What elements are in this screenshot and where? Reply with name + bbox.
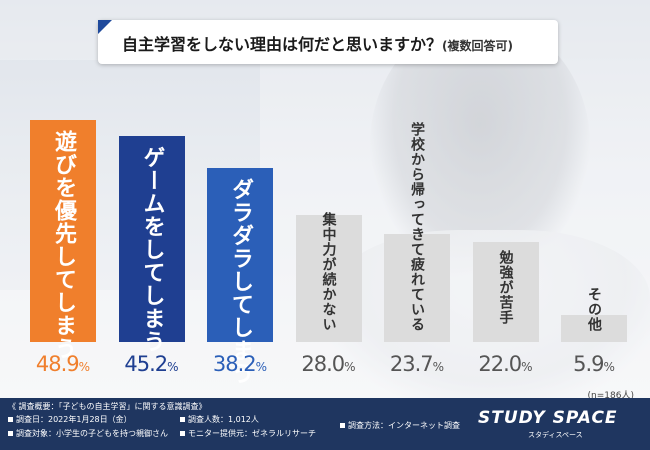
title-note: (複数回答可): [442, 39, 513, 53]
title-main: 自主学習をしない理由は何だと思いますか？: [122, 35, 443, 54]
value-unit: %: [167, 360, 179, 374]
footer: [0, 398, 650, 450]
value-label-1: 48.9%: [18, 352, 108, 376]
bar-label-1: 遊びを優先してしまう: [51, 129, 76, 360]
bar-1: [30, 119, 96, 342]
bar-5: [384, 234, 450, 342]
footer-count-text: 調査人数：1,012人: [188, 415, 259, 424]
bar-label-5: 学校から帰ってきて疲れている: [409, 122, 425, 332]
footer-count: 調査人数：1,012人: [180, 414, 259, 425]
value-number: 23.7: [389, 352, 434, 376]
value-number: 38.2: [212, 352, 257, 376]
value-label-4: 28.0%: [284, 352, 374, 376]
bar-label-6: 勉強が苦手: [497, 249, 514, 325]
bullet-icon: [8, 431, 13, 436]
footer-provider-text: モニター提供元：ゼネラルリサーチ: [188, 429, 316, 438]
bullet-icon: [180, 431, 185, 436]
value-label-7: 5.9%: [549, 352, 639, 376]
footer-overview: 《 調査概要：「子どもの自主学習」に関する意識調査》: [8, 402, 207, 411]
bar-4: [295, 214, 362, 342]
bar-chart: 遊びを優先してしまう 48.9% ゲームをしてしまう 45.2% ダラダラしてしまう 38…: [18, 119, 639, 386]
brand-subtitle: スタディスペース: [528, 431, 583, 439]
value-unit: %: [521, 360, 533, 374]
footer-provider: モニター提供元：ゼネラルリサーチ: [180, 428, 316, 439]
value-unit: %: [603, 360, 615, 374]
value-unit: %: [78, 360, 91, 374]
value-number: 28.0: [301, 352, 345, 376]
value-unit: %: [344, 360, 356, 374]
bar-2: [118, 136, 185, 342]
bar-3: [207, 168, 273, 342]
bar-7: [561, 315, 627, 342]
bar-label-2: ゲームをしてしまう: [139, 146, 165, 354]
chart-title: 自主学習をしない理由は何だと思いますか？(複数回答可): [122, 31, 513, 55]
value-label-2: 45.2%: [107, 352, 197, 376]
bullet-icon: [8, 417, 13, 422]
value-label-6: 22.0%: [461, 352, 551, 376]
value-number: 45.2: [124, 352, 168, 376]
value-number: 5.9: [573, 352, 604, 376]
value-unit: %: [255, 360, 268, 374]
sample-size: (n=186人): [587, 391, 634, 401]
bar-label-3: ダラダラしてしまう: [228, 178, 253, 386]
footer-date: 調査日：2022年1月28日（金）: [8, 414, 132, 425]
bullet-icon: [180, 417, 185, 422]
bar-6: [472, 241, 539, 342]
bar-label-4: 集中力が続かない: [320, 212, 337, 332]
value-number: 22.0: [478, 352, 522, 376]
bar-label-7: その他: [586, 287, 602, 332]
brand-logo: STUDY SPACE: [478, 408, 618, 428]
value-number: 48.9: [35, 352, 80, 376]
bullet-icon: [340, 423, 345, 428]
footer-method-text: 調査方法：インターネット調査: [348, 421, 460, 430]
value-label-3: 38.2%: [195, 352, 285, 376]
title-box: 自主学習をしない理由は何だと思いますか？(複数回答可): [98, 20, 558, 64]
value-unit: %: [432, 360, 445, 374]
footer-date-text: 調査日：2022年1月28日（金）: [16, 415, 132, 424]
footer-method: 調査方法：インターネット調査: [340, 420, 460, 431]
footer-target-text: 調査対象：小学生の子どもを持つ親御さん: [16, 429, 168, 438]
footer-target: 調査対象：小学生の子どもを持つ親御さん: [8, 428, 168, 439]
value-label-5: 23.7%: [372, 352, 462, 376]
